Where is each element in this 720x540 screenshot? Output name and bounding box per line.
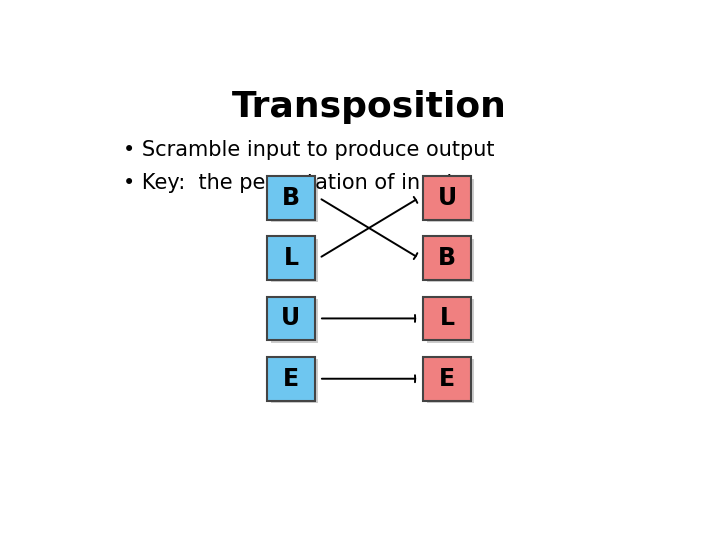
Text: L: L [284, 246, 298, 270]
FancyBboxPatch shape [267, 296, 315, 340]
FancyBboxPatch shape [427, 299, 474, 343]
Text: U: U [438, 186, 456, 210]
FancyBboxPatch shape [423, 237, 471, 280]
FancyBboxPatch shape [427, 179, 474, 222]
FancyBboxPatch shape [423, 296, 471, 340]
FancyBboxPatch shape [271, 299, 318, 343]
Text: • Key:  the permutation of input: • Key: the permutation of input [124, 173, 455, 193]
FancyBboxPatch shape [267, 357, 315, 401]
FancyBboxPatch shape [267, 237, 315, 280]
Text: L: L [440, 306, 454, 330]
Text: U: U [282, 306, 300, 330]
FancyBboxPatch shape [271, 239, 318, 282]
FancyBboxPatch shape [423, 357, 471, 401]
FancyBboxPatch shape [271, 179, 318, 222]
FancyBboxPatch shape [427, 239, 474, 282]
Text: E: E [283, 367, 299, 391]
FancyBboxPatch shape [423, 176, 471, 220]
FancyBboxPatch shape [267, 176, 315, 220]
Text: B: B [438, 246, 456, 270]
FancyBboxPatch shape [427, 360, 474, 403]
FancyBboxPatch shape [271, 360, 318, 403]
Text: • Scramble input to produce output: • Scramble input to produce output [124, 140, 495, 160]
Text: E: E [439, 367, 455, 391]
Text: B: B [282, 186, 300, 210]
Text: Transposition: Transposition [232, 90, 506, 124]
